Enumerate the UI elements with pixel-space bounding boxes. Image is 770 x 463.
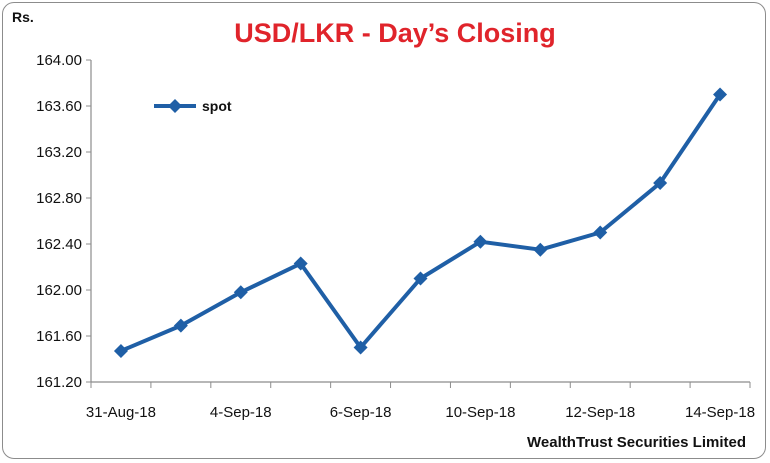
data-point-marker xyxy=(413,271,428,286)
x-tick-label: 6-Sep-18 xyxy=(330,404,392,421)
data-point-marker xyxy=(113,343,128,358)
y-tick-label: 161.20 xyxy=(36,374,82,391)
data-point-marker xyxy=(353,340,368,355)
x-tick-labels: 31-Aug-18 4-Sep-18 6-Sep-18 10-Sep-18 12-Sep… xyxy=(86,404,755,421)
data-point-marker xyxy=(173,318,188,333)
data-point-marker xyxy=(713,87,728,102)
x-tick-label: 12-Sep-18 xyxy=(565,404,635,421)
data-point-marker xyxy=(653,176,668,191)
series-spot xyxy=(113,87,728,358)
y-tick-label: 163.20 xyxy=(36,144,82,161)
legend-label-spot: spot xyxy=(202,98,232,114)
data-point-marker xyxy=(233,285,248,300)
data-point-marker xyxy=(533,242,548,257)
legend-swatch-marker xyxy=(168,99,182,113)
x-tick-label: 31-Aug-18 xyxy=(86,404,156,421)
y-tick-labels: 164.00 163.60 163.20 162.80 162.40 162.00 161.… xyxy=(36,52,82,391)
y-tick-label: 162.40 xyxy=(36,236,82,253)
y-axis-unit: Rs. xyxy=(12,9,34,25)
y-tick-label: 164.00 xyxy=(36,52,82,69)
legend: spot xyxy=(154,98,232,114)
data-point-marker xyxy=(293,256,308,271)
y-tick-label: 161.60 xyxy=(36,328,82,345)
axes xyxy=(86,59,751,388)
x-tick-label: 14-Sep-18 xyxy=(685,404,755,421)
data-point-marker xyxy=(593,225,608,240)
x-tick-label: 10-Sep-18 xyxy=(445,404,515,421)
y-tick-label: 162.00 xyxy=(36,282,82,299)
x-tick-label: 4-Sep-18 xyxy=(210,404,272,421)
chart-frame xyxy=(2,2,766,459)
data-point-marker xyxy=(473,234,488,249)
chart-title: USD/LKR - Day’s Closing xyxy=(234,18,556,48)
y-tick-label: 162.80 xyxy=(36,190,82,207)
series-line xyxy=(120,93,722,353)
y-tick-label: 163.60 xyxy=(36,98,82,115)
source-credit: WealthTrust Securities Limited xyxy=(527,434,746,451)
